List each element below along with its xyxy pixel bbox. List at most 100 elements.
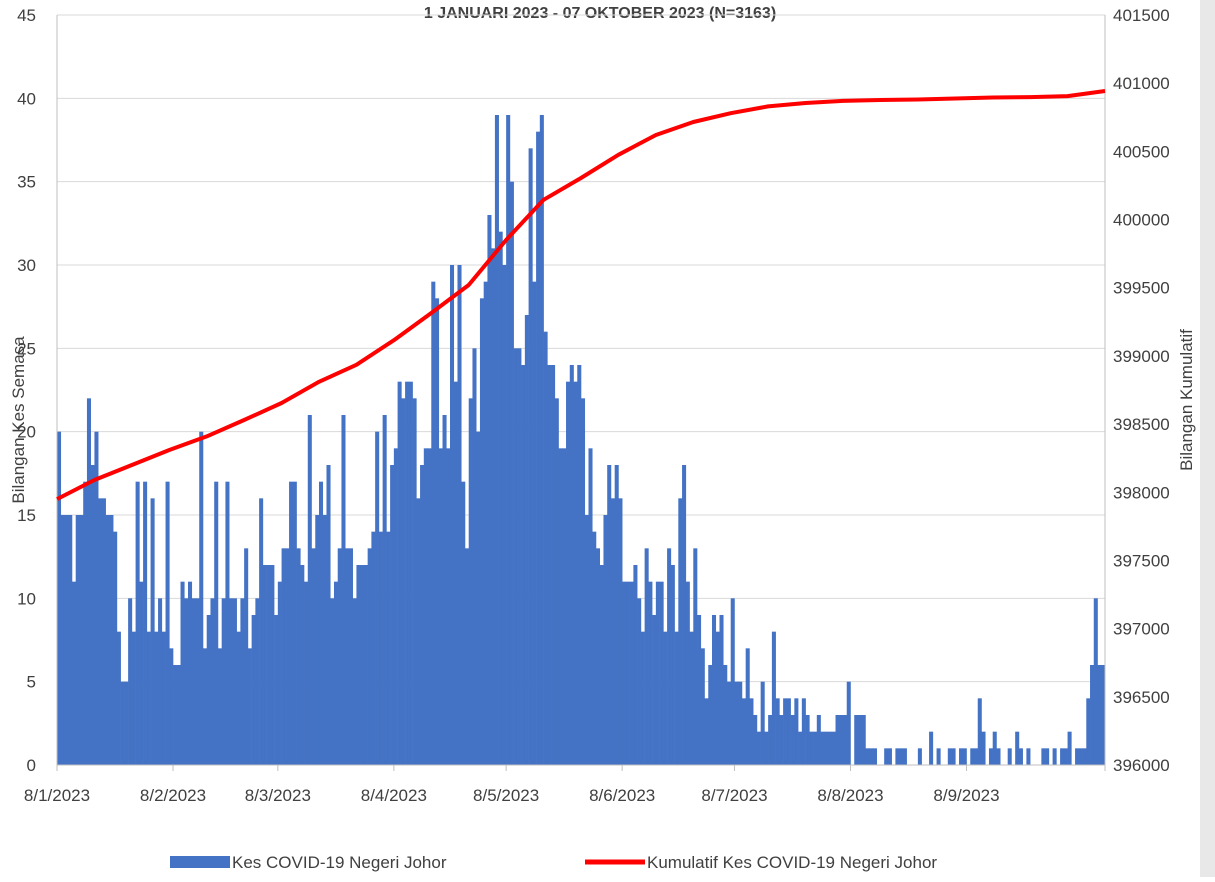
bar bbox=[738, 681, 743, 765]
bar bbox=[595, 548, 601, 765]
bar bbox=[397, 381, 402, 765]
bar bbox=[760, 681, 765, 765]
y-tick-label: 15 bbox=[17, 506, 36, 525]
bar bbox=[408, 381, 413, 765]
bar bbox=[79, 515, 84, 765]
x-tick-label: 8/3/2023 bbox=[245, 786, 311, 805]
bar bbox=[202, 648, 208, 765]
bar bbox=[536, 131, 541, 765]
bar bbox=[543, 331, 548, 765]
bar bbox=[367, 548, 372, 765]
bar bbox=[491, 248, 496, 766]
bar bbox=[214, 481, 219, 765]
y2-tick-label: 399500 bbox=[1113, 279, 1170, 298]
bar bbox=[1097, 665, 1102, 765]
bar bbox=[401, 398, 406, 765]
bar bbox=[996, 748, 1001, 765]
bar bbox=[1045, 748, 1050, 765]
bar bbox=[292, 481, 297, 765]
bar bbox=[899, 748, 904, 765]
bar bbox=[360, 565, 365, 765]
bar bbox=[1026, 748, 1031, 765]
bar bbox=[524, 315, 529, 765]
bar bbox=[805, 715, 810, 765]
bar bbox=[232, 598, 237, 765]
bar bbox=[577, 365, 582, 765]
bar bbox=[663, 631, 668, 765]
bar bbox=[801, 698, 806, 765]
bar bbox=[83, 481, 88, 765]
bar bbox=[348, 548, 353, 765]
bar bbox=[315, 515, 320, 765]
bar bbox=[120, 681, 125, 765]
y2-tick-label: 399000 bbox=[1113, 347, 1170, 366]
y-axis-label: Bilangan Kes Semasa bbox=[9, 336, 28, 504]
y2-tick-label: 397000 bbox=[1113, 620, 1170, 639]
y2-axis-label: Bilangan Kumulatif bbox=[1177, 329, 1196, 471]
x-tick-label: 8/8/2023 bbox=[817, 786, 883, 805]
bar bbox=[629, 581, 634, 765]
bar bbox=[435, 298, 440, 765]
bar bbox=[304, 581, 309, 765]
bar bbox=[719, 615, 724, 765]
bar bbox=[345, 548, 350, 765]
bar bbox=[143, 481, 148, 765]
bar bbox=[341, 415, 346, 765]
bar bbox=[603, 515, 608, 765]
bar bbox=[599, 565, 604, 765]
bar bbox=[472, 348, 477, 765]
bar bbox=[255, 598, 260, 765]
bar bbox=[1041, 748, 1046, 765]
bar bbox=[352, 598, 357, 765]
bar bbox=[128, 598, 133, 765]
bar bbox=[502, 265, 507, 765]
y-tick-label: 40 bbox=[17, 89, 36, 108]
bar bbox=[846, 681, 851, 765]
y2-tick-label: 401500 bbox=[1113, 6, 1170, 25]
bar bbox=[678, 498, 683, 765]
bar bbox=[581, 398, 586, 765]
bar bbox=[693, 548, 698, 765]
chart-title: 1 JANUARI 2023 - 07 OKTOBER 2023 (N=3163… bbox=[424, 5, 776, 22]
bar bbox=[468, 398, 473, 765]
bar bbox=[824, 731, 829, 765]
bar bbox=[262, 565, 267, 765]
bar bbox=[517, 348, 522, 765]
bar bbox=[509, 181, 514, 765]
bar bbox=[229, 598, 234, 765]
bar bbox=[723, 665, 728, 765]
bar bbox=[101, 498, 106, 765]
bar bbox=[798, 731, 803, 765]
bar bbox=[90, 465, 95, 765]
bar bbox=[809, 731, 814, 765]
bar bbox=[131, 631, 136, 765]
bar bbox=[584, 515, 589, 765]
bar bbox=[532, 281, 537, 765]
bar bbox=[861, 715, 866, 765]
y-tick-label: 5 bbox=[27, 673, 36, 692]
bar bbox=[730, 598, 735, 765]
y-tick-label: 45 bbox=[17, 6, 36, 25]
bar bbox=[712, 615, 717, 765]
y2-tick-label: 396500 bbox=[1113, 688, 1170, 707]
bar bbox=[498, 231, 503, 765]
bar bbox=[487, 215, 492, 765]
bar bbox=[689, 631, 694, 765]
bar bbox=[614, 465, 619, 765]
bar bbox=[57, 431, 62, 765]
bar bbox=[764, 731, 769, 765]
bar bbox=[625, 581, 630, 765]
bar bbox=[988, 748, 994, 765]
bar bbox=[977, 698, 982, 765]
bar bbox=[726, 681, 732, 765]
bar bbox=[820, 731, 825, 765]
bar bbox=[453, 381, 458, 765]
bar bbox=[68, 515, 73, 765]
bar bbox=[423, 448, 428, 765]
bar bbox=[790, 715, 795, 765]
bar bbox=[974, 748, 979, 765]
bar bbox=[745, 648, 750, 765]
scrollbar bbox=[1200, 0, 1215, 877]
bar bbox=[670, 565, 675, 765]
x-tick-label: 8/9/2023 bbox=[933, 786, 999, 805]
